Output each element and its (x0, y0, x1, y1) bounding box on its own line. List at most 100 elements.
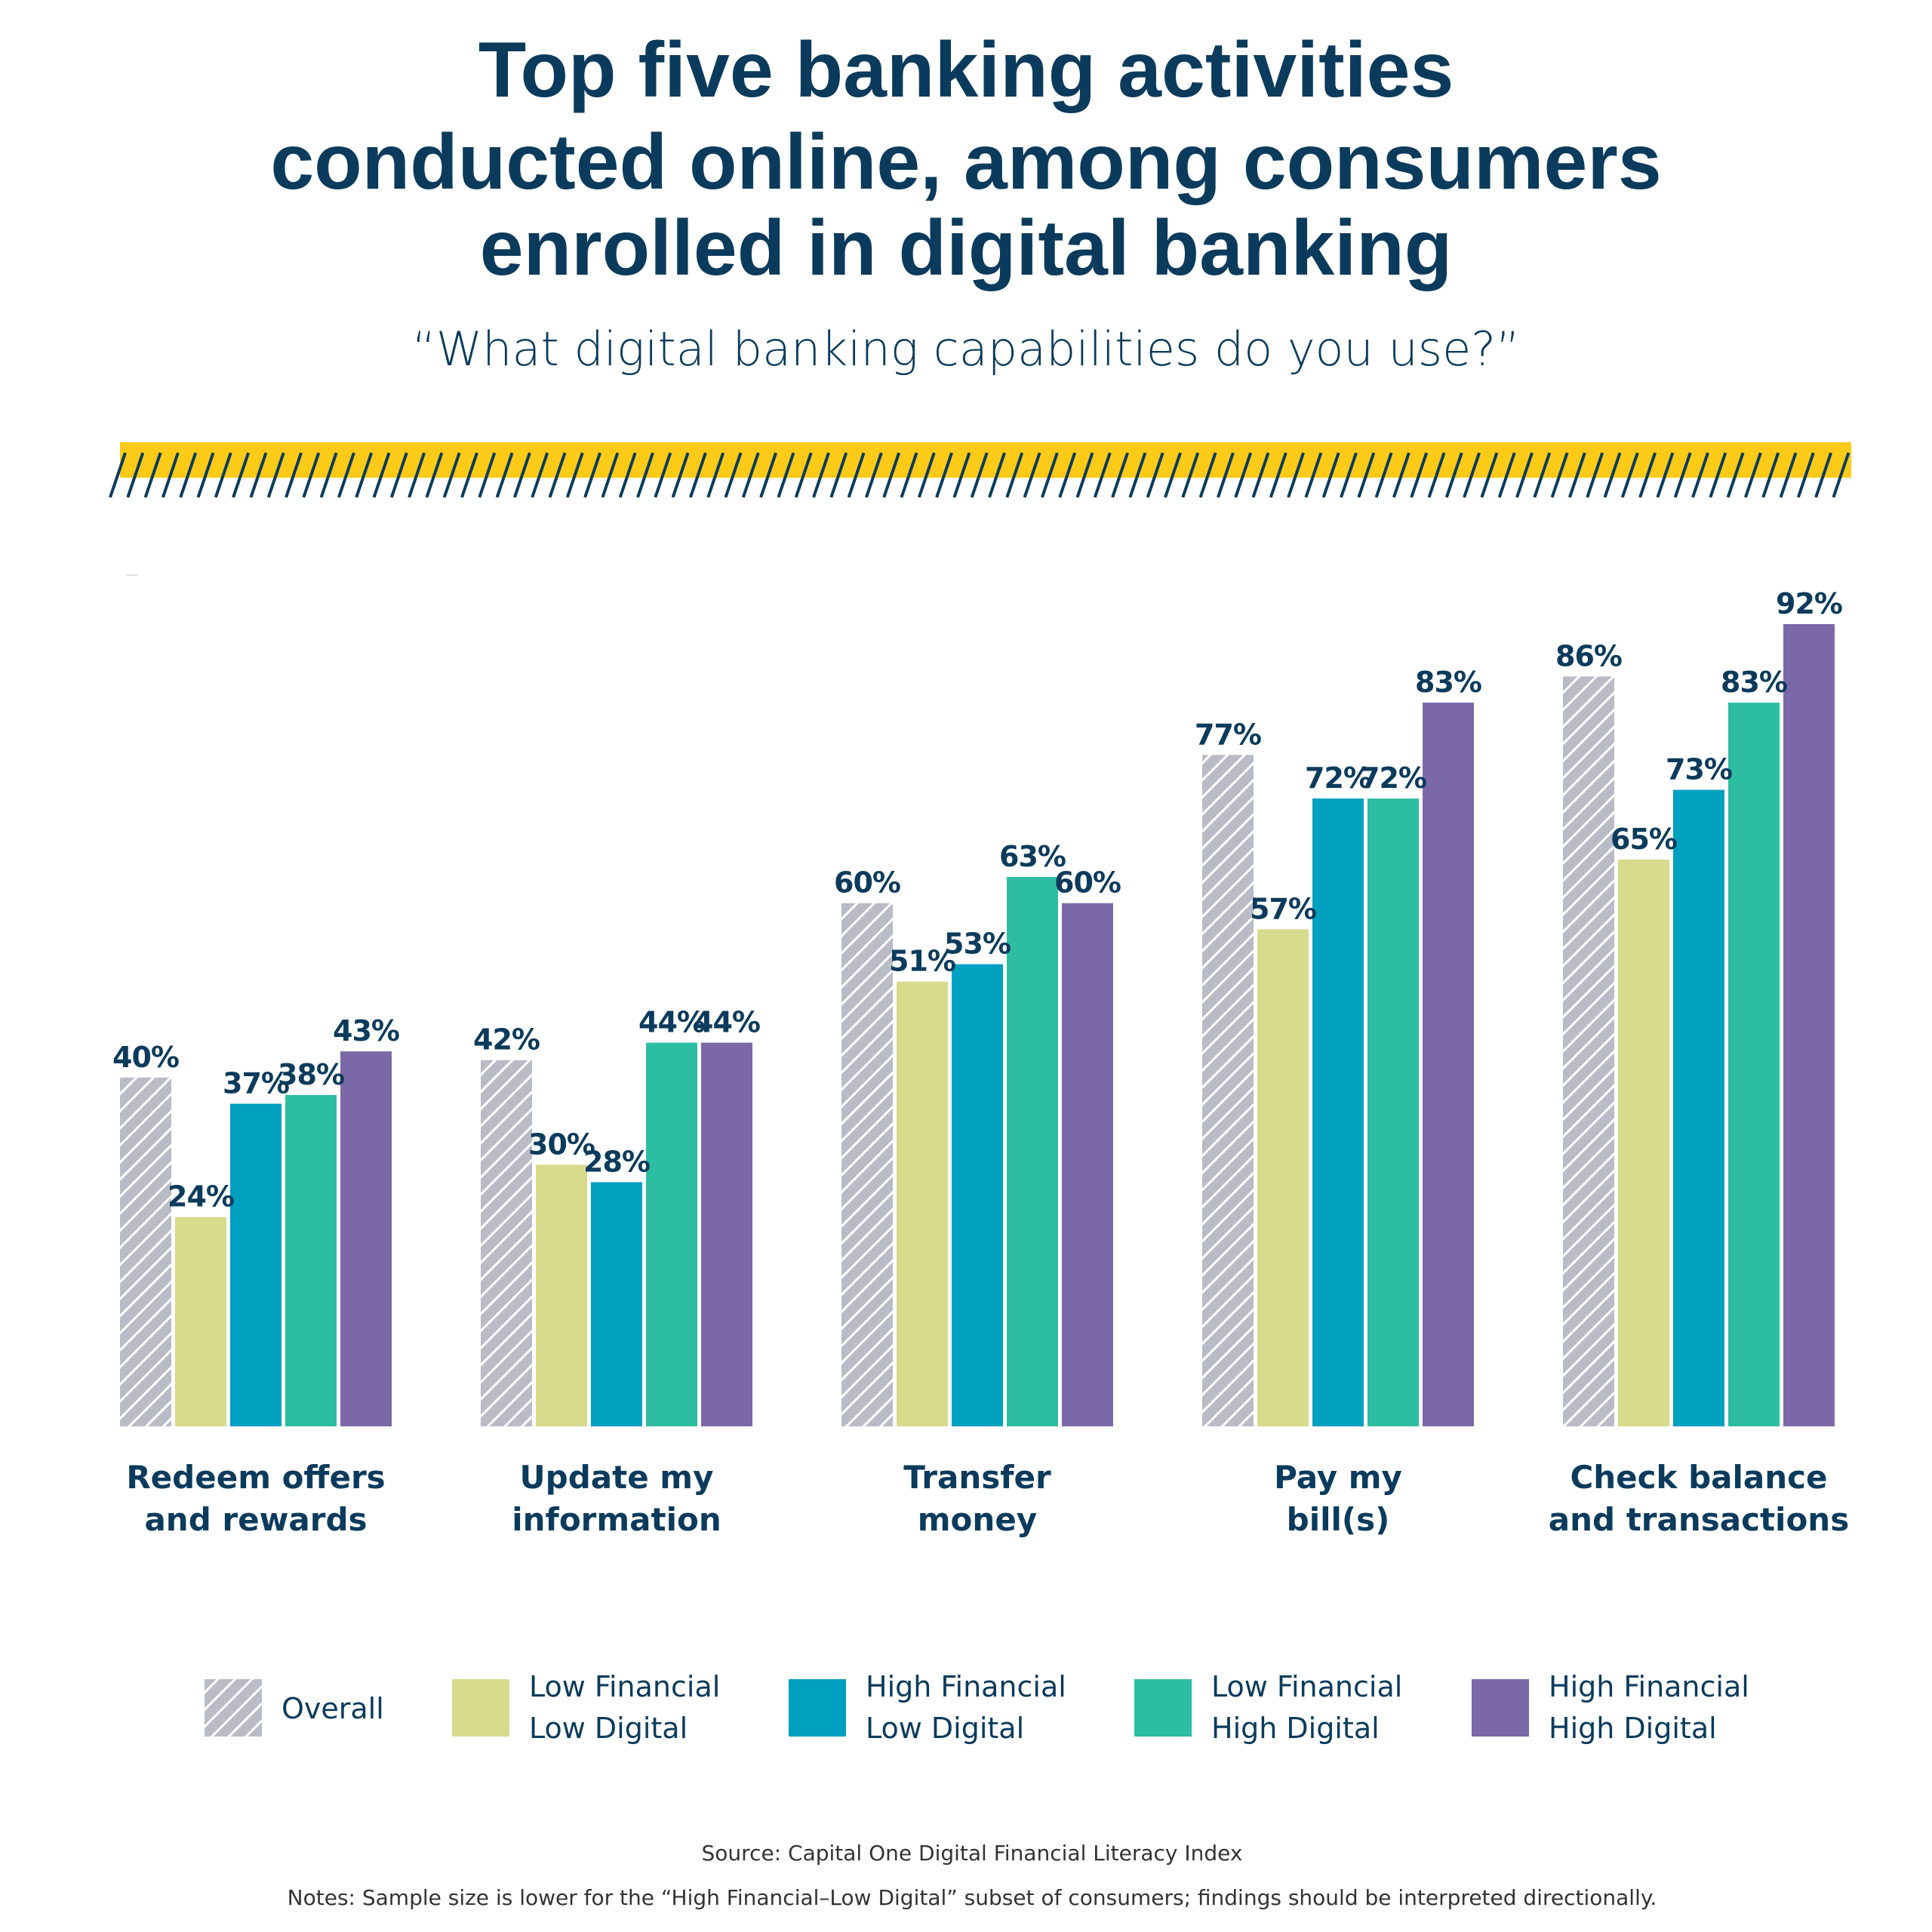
legend-label: High Digital (1211, 1712, 1380, 1745)
slash-mark (636, 452, 654, 498)
slash-mark (1093, 452, 1112, 498)
slash-mark (654, 452, 672, 498)
slash-mark (143, 452, 162, 498)
value-label: 38% (278, 1058, 344, 1091)
slash-mark (601, 452, 620, 498)
subtitle: “What digital banking capabilities do yo… (412, 321, 1521, 377)
legend-label: High Financial (866, 1670, 1066, 1703)
slash-mark (759, 452, 777, 498)
value-label: 42% (473, 1023, 540, 1057)
legend-label: High Digital (1549, 1712, 1717, 1745)
legend-item: High Financial High Digital (1472, 1670, 1749, 1745)
category-label: and transactions (1549, 1501, 1849, 1538)
slash-mark (794, 452, 813, 498)
bar (1673, 789, 1724, 1426)
legend-swatch (205, 1679, 262, 1737)
value-label: 24% (168, 1180, 234, 1214)
slash-mark (829, 452, 848, 498)
value-label: 57% (1250, 892, 1316, 925)
slash-mark (1111, 452, 1129, 498)
bar (1062, 903, 1113, 1426)
slash-mark (1744, 452, 1762, 498)
slash-mark (777, 452, 795, 498)
value-label: 30% (528, 1128, 595, 1161)
value-label: 83% (1721, 666, 1787, 699)
slash-mark (1673, 452, 1692, 498)
slash-mark (1392, 452, 1411, 498)
legend-label: Low Digital (529, 1712, 688, 1745)
value-label: 60% (1054, 866, 1121, 900)
slash-mark (126, 452, 145, 498)
slash-mark (1058, 452, 1077, 498)
slash-mark (583, 452, 601, 498)
slash-mark (1761, 452, 1780, 498)
legend-label: Low Financial (1211, 1670, 1402, 1703)
legend-swatch (1134, 1679, 1192, 1737)
category-label: information (512, 1501, 721, 1538)
bar (701, 1042, 752, 1426)
category-label: bill(s) (1287, 1501, 1390, 1538)
value-label: 28% (583, 1145, 650, 1178)
slash-mark (1374, 452, 1393, 498)
slash-mark (1533, 452, 1552, 498)
decorative-banner (109, 442, 1851, 498)
category-label: Update my (520, 1459, 714, 1496)
value-label: 92% (1776, 587, 1842, 620)
slash-mark (442, 452, 461, 498)
bar (1423, 702, 1474, 1426)
slash-mark (1427, 452, 1446, 498)
value-label: 43% (333, 1014, 399, 1048)
bar (1728, 702, 1780, 1426)
bar (1007, 877, 1058, 1426)
slash-mark (1198, 452, 1217, 498)
bar (1563, 676, 1614, 1426)
bar (340, 1051, 392, 1426)
bar (1202, 755, 1254, 1426)
slash-mark (1832, 452, 1850, 498)
bar (1312, 798, 1364, 1426)
title-line-1: Top five banking activities (478, 26, 1454, 114)
category-label: Pay my (1274, 1459, 1402, 1496)
slash-mark (214, 452, 232, 498)
bar (481, 1060, 532, 1426)
slash-mark (1217, 452, 1235, 498)
bar (1367, 798, 1419, 1426)
slash-mark (285, 452, 303, 498)
slash-mark (1146, 452, 1164, 498)
title-line-2: conducted online, among consumers (270, 118, 1661, 206)
value-label: 73% (1666, 753, 1732, 786)
slash-mark (618, 452, 637, 498)
slash-mark (337, 452, 355, 498)
category-label: money (918, 1501, 1037, 1538)
slash-mark (1005, 452, 1024, 498)
bar (1783, 624, 1835, 1426)
slash-mark (196, 452, 215, 498)
slash-mark (1269, 452, 1287, 498)
slash-mark (1251, 452, 1270, 498)
slash-mark (1814, 452, 1832, 498)
source-note: Source: Capital One Digital Financial Li… (702, 1841, 1243, 1866)
slash-mark (460, 452, 478, 498)
bar (230, 1103, 281, 1426)
slash-mark (865, 452, 883, 498)
bar (897, 981, 948, 1426)
bar (646, 1042, 697, 1426)
slash-mark (1463, 452, 1481, 498)
slash-mark (1709, 452, 1727, 498)
value-label: 53% (944, 928, 1011, 961)
value-label: 37% (223, 1066, 289, 1100)
slash-mark (495, 452, 514, 498)
slash-mark (689, 452, 707, 498)
slash-mark (1550, 452, 1569, 498)
category-label: Transfer (903, 1459, 1051, 1496)
slash-mark (162, 452, 180, 498)
slash-mark (1304, 452, 1323, 498)
slash-mark (513, 452, 531, 498)
value-label: 77% (1195, 718, 1261, 751)
value-label: 72% (1305, 761, 1371, 795)
slash-mark (548, 452, 567, 498)
slash-mark (1234, 452, 1253, 498)
slash-mark (1586, 452, 1604, 498)
slash-mark (935, 452, 953, 498)
